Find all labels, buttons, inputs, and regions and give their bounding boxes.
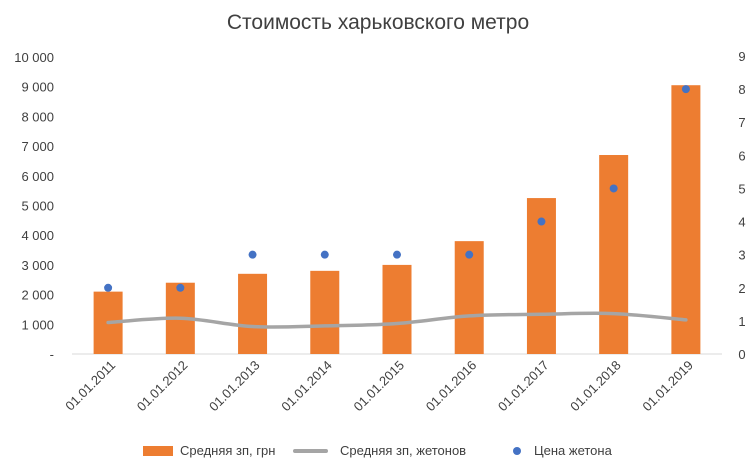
- chart-title: Стоимость харьковского метро: [227, 11, 529, 34]
- scatter-point: [393, 250, 401, 259]
- x-tick-label: 01.01.2013: [206, 358, 263, 415]
- left-tick-label: 7 000: [21, 139, 54, 154]
- series-line: [106, 311, 688, 329]
- x-tick-label: 01.01.2018: [567, 358, 624, 415]
- x-tick-label: 01.01.2012: [134, 358, 191, 415]
- x-tick-label: 01.01.2015: [350, 358, 407, 415]
- legend-label-bar: Средняя зп, грн: [180, 443, 275, 458]
- right-tick-label: 1: [738, 314, 745, 329]
- scatter-point: [320, 250, 329, 259]
- legend-label-scatter: Цена жетона: [534, 443, 613, 458]
- scatter-point: [176, 283, 185, 292]
- left-tick-label: 6 000: [21, 169, 54, 184]
- bar: [382, 264, 412, 354]
- left-tick-label: 9 000: [21, 80, 54, 95]
- left-tick-label: 4 000: [21, 228, 54, 243]
- scatter-point: [537, 217, 546, 226]
- scatter-point: [465, 250, 474, 259]
- scatter-series: [104, 85, 690, 292]
- left-tick-label: 10 000: [14, 50, 54, 65]
- x-tick-label: 01.01.2017: [495, 358, 552, 415]
- left-tick-label: 1 000: [21, 317, 54, 332]
- legend: Средняя зп, грн Средняя зп, жетонов Цена…: [143, 443, 613, 458]
- line-series: [106, 311, 688, 329]
- right-axis: 0 1 2 3 4 5 6 7 8 9: [738, 49, 745, 362]
- x-tick-label: 01.01.2019: [639, 358, 696, 415]
- x-tick-label: 01.01.2016: [423, 358, 480, 415]
- left-axis: - 1 000 2 000 3 000 4 000 5 000 6 000 7 000 8 00…: [14, 50, 54, 362]
- bar: [454, 241, 484, 354]
- right-tick-label: 4: [738, 215, 745, 230]
- right-tick-label: 2: [738, 281, 745, 296]
- right-tick-label: 0: [738, 347, 745, 362]
- left-tick-label: 5 000: [21, 199, 54, 214]
- legend-swatch-bar: [143, 446, 173, 456]
- bar: [671, 85, 701, 354]
- left-tick-label: 3 000: [21, 258, 54, 273]
- legend-swatch-scatter: [513, 447, 521, 455]
- bar: [238, 273, 268, 354]
- bar: [310, 270, 340, 354]
- right-tick-label: 3: [738, 248, 745, 263]
- legend-label-line: Средняя зп, жетонов: [340, 443, 466, 458]
- right-tick-label: 5: [738, 181, 745, 196]
- right-tick-label: 7: [738, 115, 745, 130]
- left-tick-label: 2 000: [21, 288, 54, 303]
- right-tick-label: 9: [738, 49, 745, 64]
- x-tick-label: 01.01.2014: [278, 358, 335, 415]
- right-tick-label: 8: [738, 82, 745, 97]
- scatter-point: [681, 85, 690, 94]
- scatter-point: [609, 184, 618, 193]
- left-tick-label: 8 000: [21, 109, 54, 124]
- scatter-point: [104, 283, 113, 292]
- bar-series: [93, 85, 701, 354]
- right-tick-label: 6: [738, 148, 745, 163]
- scatter-point: [248, 250, 257, 259]
- x-axis-labels: 01.01.2011 01.01.2012 01.01.2013 01.01.2014…: [62, 358, 696, 415]
- x-tick-label: 01.01.2011: [62, 358, 118, 414]
- left-tick-label: -: [50, 347, 54, 362]
